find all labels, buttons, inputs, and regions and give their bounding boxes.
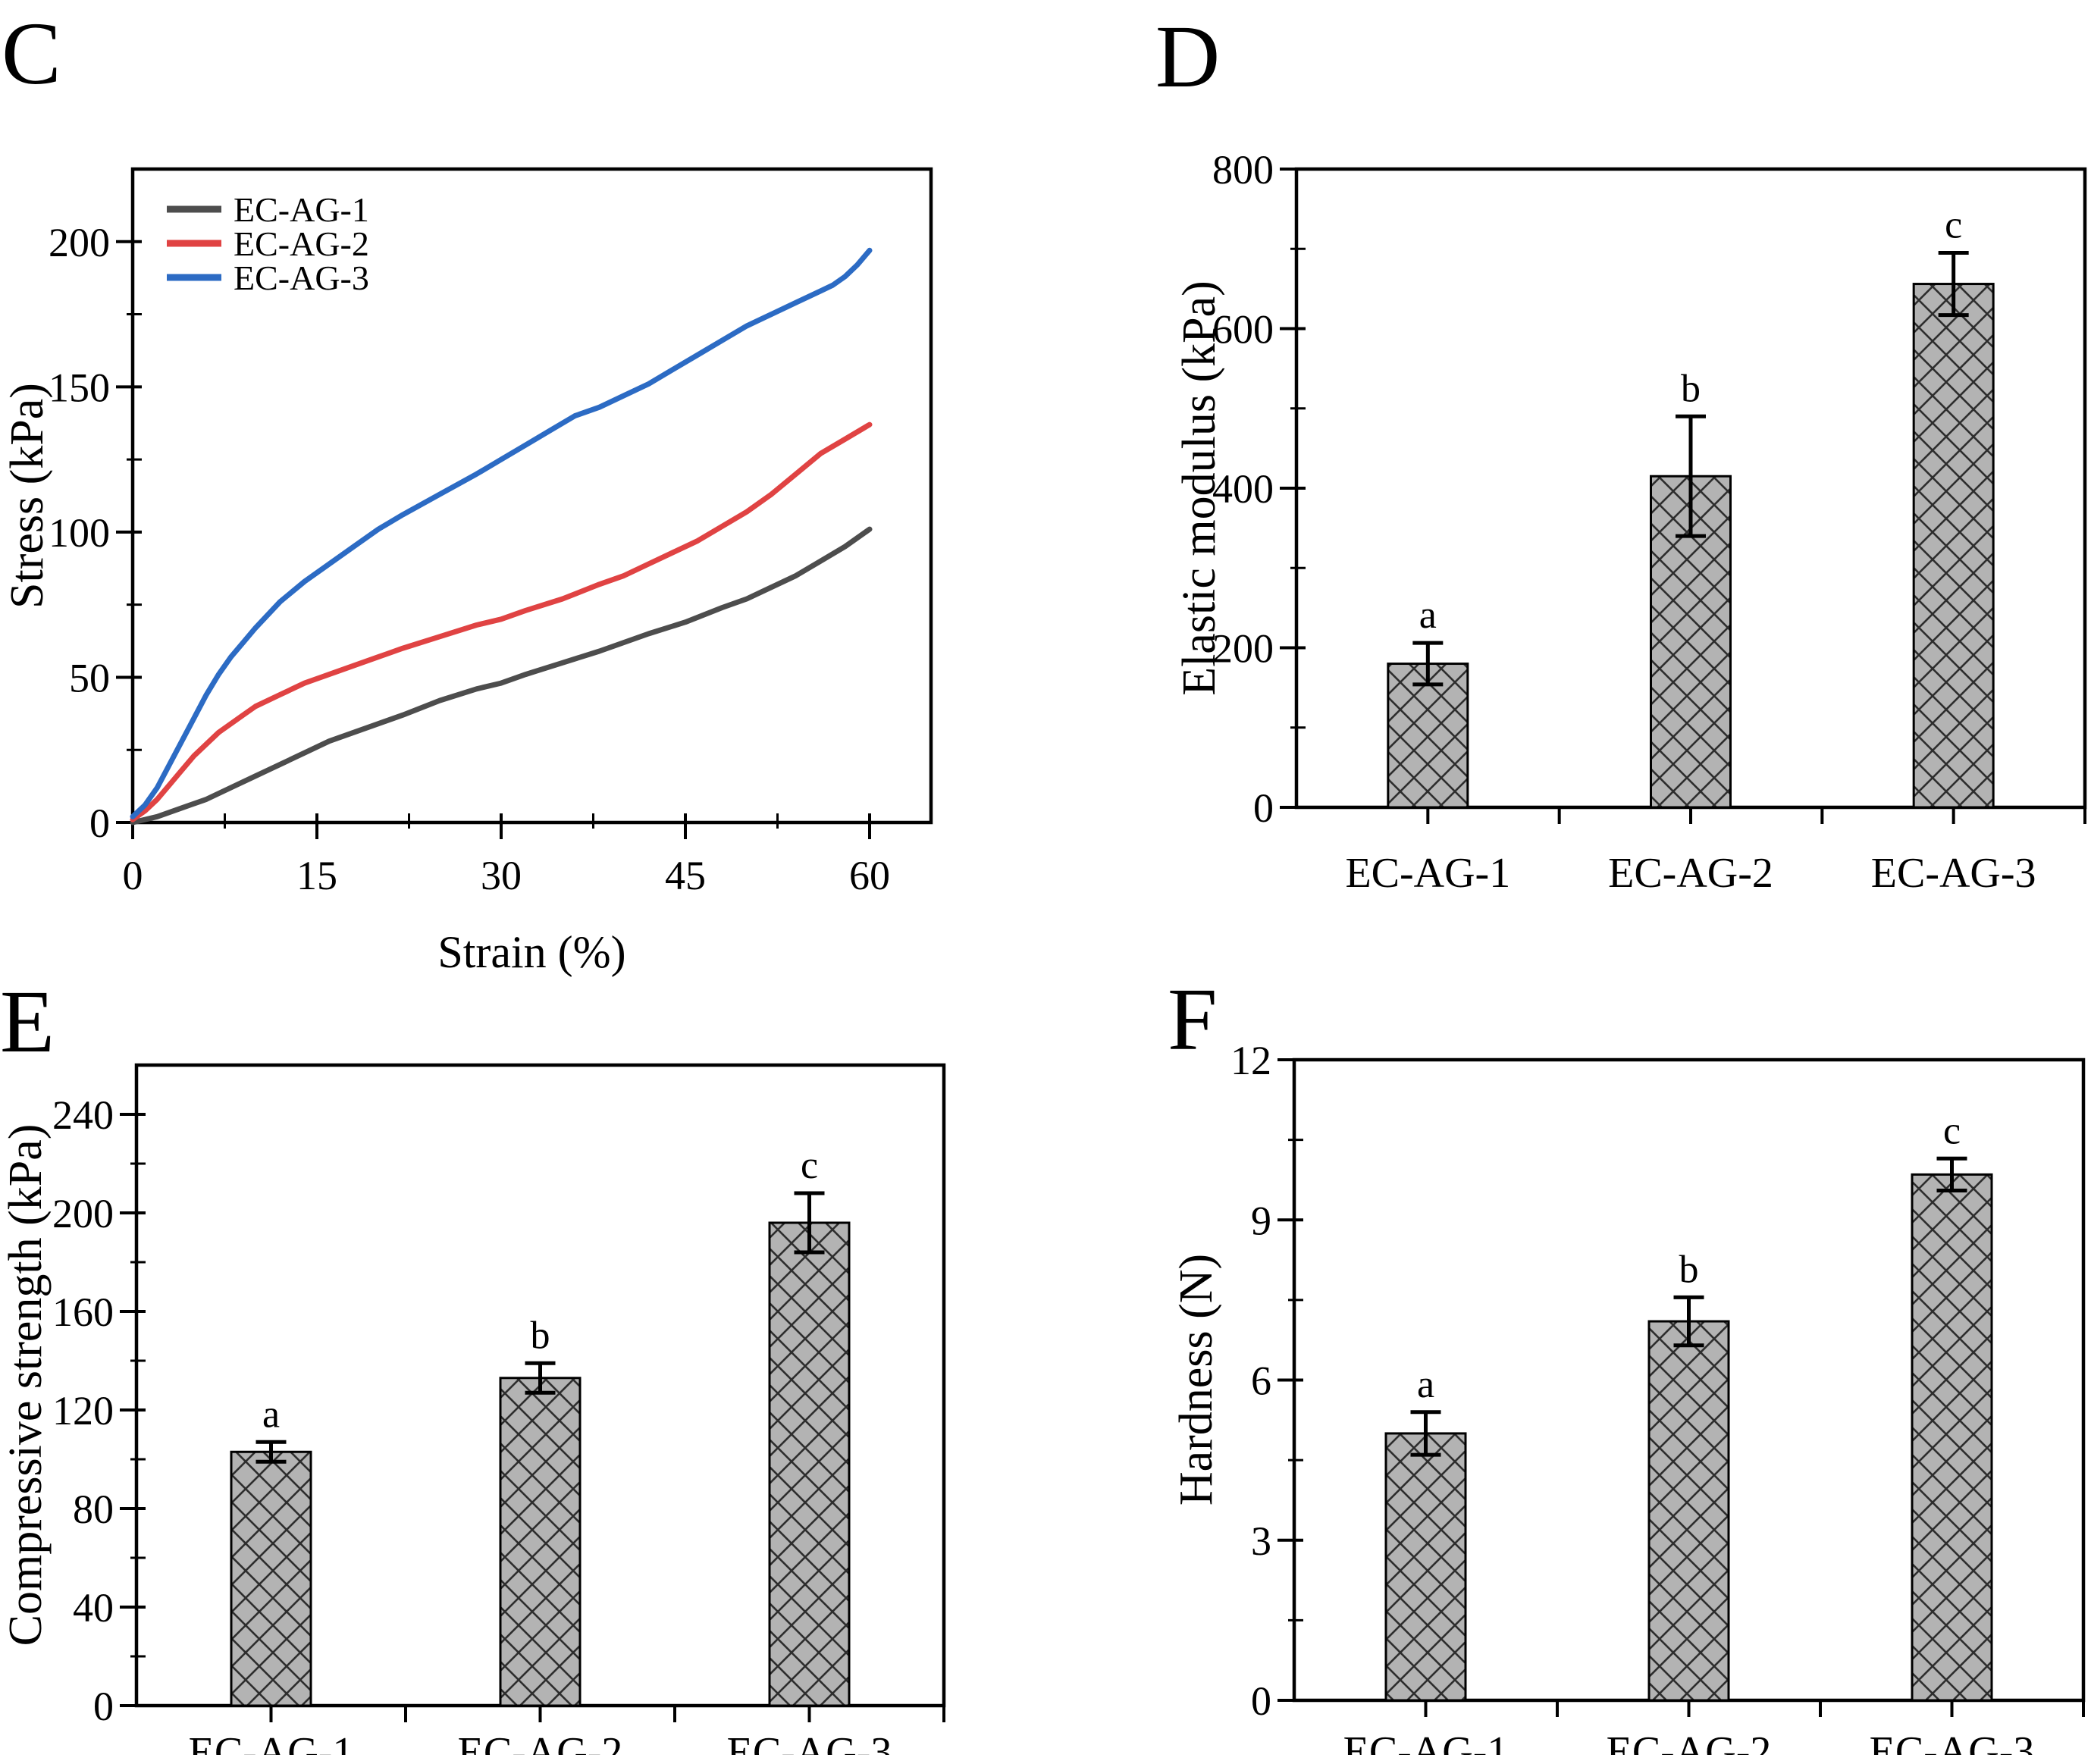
bar-EC-AG-2	[499, 1377, 582, 1707]
panel-letter-e: E	[0, 972, 55, 1071]
y-tick-label: 50	[69, 655, 110, 700]
y-tick-label: 40	[73, 1585, 114, 1631]
compressive-strength-bar-chart: 0 40 80 120 160 200 240 EC-AG-1 a EC-AG-2 b EC-AG-3…	[52, 1063, 946, 1755]
bar-EC-AG-3	[1912, 283, 1995, 809]
y-tick-label: 100	[49, 510, 110, 556]
y-tick-label: 0	[1253, 785, 1274, 831]
y-tick-label: 80	[73, 1487, 114, 1532]
hardness-bar-chart: 0 3 6 9 12 EC-AG-1 a EC-AG-2 b EC-AG-3 c	[1230, 1038, 2086, 1755]
y-tick-label: 600	[1212, 307, 1274, 352]
category-label: EC-AG-3	[1870, 1728, 2035, 1755]
significance-letter: a	[262, 1393, 280, 1436]
elastic-modulus-bar-chart: 0 200 400 600 800 EC-AG-1 a EC-AG-2 b EC-AG-3 c	[1212, 147, 2087, 897]
stress-strain-line-chart: 0 50 100 150 200 0 15 30 45 60 EC-AG-1EC-AG-2EC-AG…	[49, 167, 933, 898]
x-tick-label: 0	[123, 853, 143, 898]
category-label: EC-AG-2	[1608, 850, 1773, 897]
y-tick-label: 150	[49, 365, 110, 410]
y-tick-label: 200	[52, 1191, 114, 1236]
legend-label: EC-AG-1	[234, 190, 369, 229]
x-axis-title-strain: Strain (%)	[437, 927, 626, 977]
x-tick-label: 30	[481, 853, 522, 898]
category-label: EC-AG-3	[727, 1729, 892, 1755]
panel-letter-f: F	[1168, 970, 1218, 1069]
category-label: EC-AG-1	[1343, 1728, 1509, 1755]
y-tick-label: 0	[89, 801, 110, 846]
y-tick-label: 12	[1230, 1038, 1271, 1083]
significance-letter: c	[801, 1144, 818, 1187]
significance-letter: b	[1679, 1248, 1699, 1291]
y-tick-label: 200	[49, 220, 110, 265]
category-label: EC-AG-2	[458, 1729, 623, 1755]
significance-letter: a	[1419, 594, 1437, 637]
y-tick-label: 160	[52, 1289, 114, 1335]
category-label: EC-AG-1	[189, 1729, 354, 1755]
y-tick-label: 120	[52, 1388, 114, 1433]
significance-letter: b	[1681, 367, 1701, 410]
category-label: EC-AG-1	[1345, 850, 1510, 897]
y-tick-label: 240	[52, 1092, 114, 1138]
y-tick-label: 6	[1251, 1358, 1271, 1404]
bar-EC-AG-3	[768, 1221, 851, 1707]
significance-letter: c	[1943, 1109, 1961, 1152]
significance-letter: c	[1945, 204, 1962, 247]
line-series-EC-AG-1	[130, 526, 873, 826]
significance-letter: a	[1417, 1363, 1434, 1406]
panel-letter-c: C	[2, 4, 61, 103]
legend-label: EC-AG-3	[234, 258, 369, 297]
bar-EC-AG-1	[230, 1450, 312, 1707]
bar-EC-AG-1	[1384, 1432, 1467, 1702]
significance-letter: b	[531, 1314, 550, 1357]
y-tick-label: 400	[1212, 466, 1274, 512]
panel-letter-d: D	[1155, 7, 1221, 106]
y-tick-label: 0	[1251, 1678, 1271, 1724]
bar-EC-AG-2	[1647, 1320, 1730, 1702]
x-tick-label: 60	[849, 853, 890, 898]
y-tick-label: 9	[1251, 1198, 1271, 1243]
line-series-EC-AG-2	[130, 421, 873, 822]
x-tick-label: 45	[665, 853, 706, 898]
category-label: EC-AG-3	[1871, 850, 2036, 897]
bar-EC-AG-1	[1387, 663, 1469, 809]
x-tick-label: 15	[296, 853, 337, 898]
plot-frame	[130, 167, 933, 825]
y-tick-label: 200	[1212, 626, 1274, 672]
legend-label: EC-AG-2	[234, 224, 369, 263]
line-series-EC-AG-3	[130, 247, 873, 819]
category-label: EC-AG-2	[1607, 1728, 1772, 1755]
y-tick-label: 0	[93, 1684, 114, 1729]
bar-EC-AG-3	[1911, 1173, 1993, 1702]
y-tick-label: 3	[1251, 1518, 1271, 1564]
y-tick-label: 800	[1212, 147, 1274, 193]
